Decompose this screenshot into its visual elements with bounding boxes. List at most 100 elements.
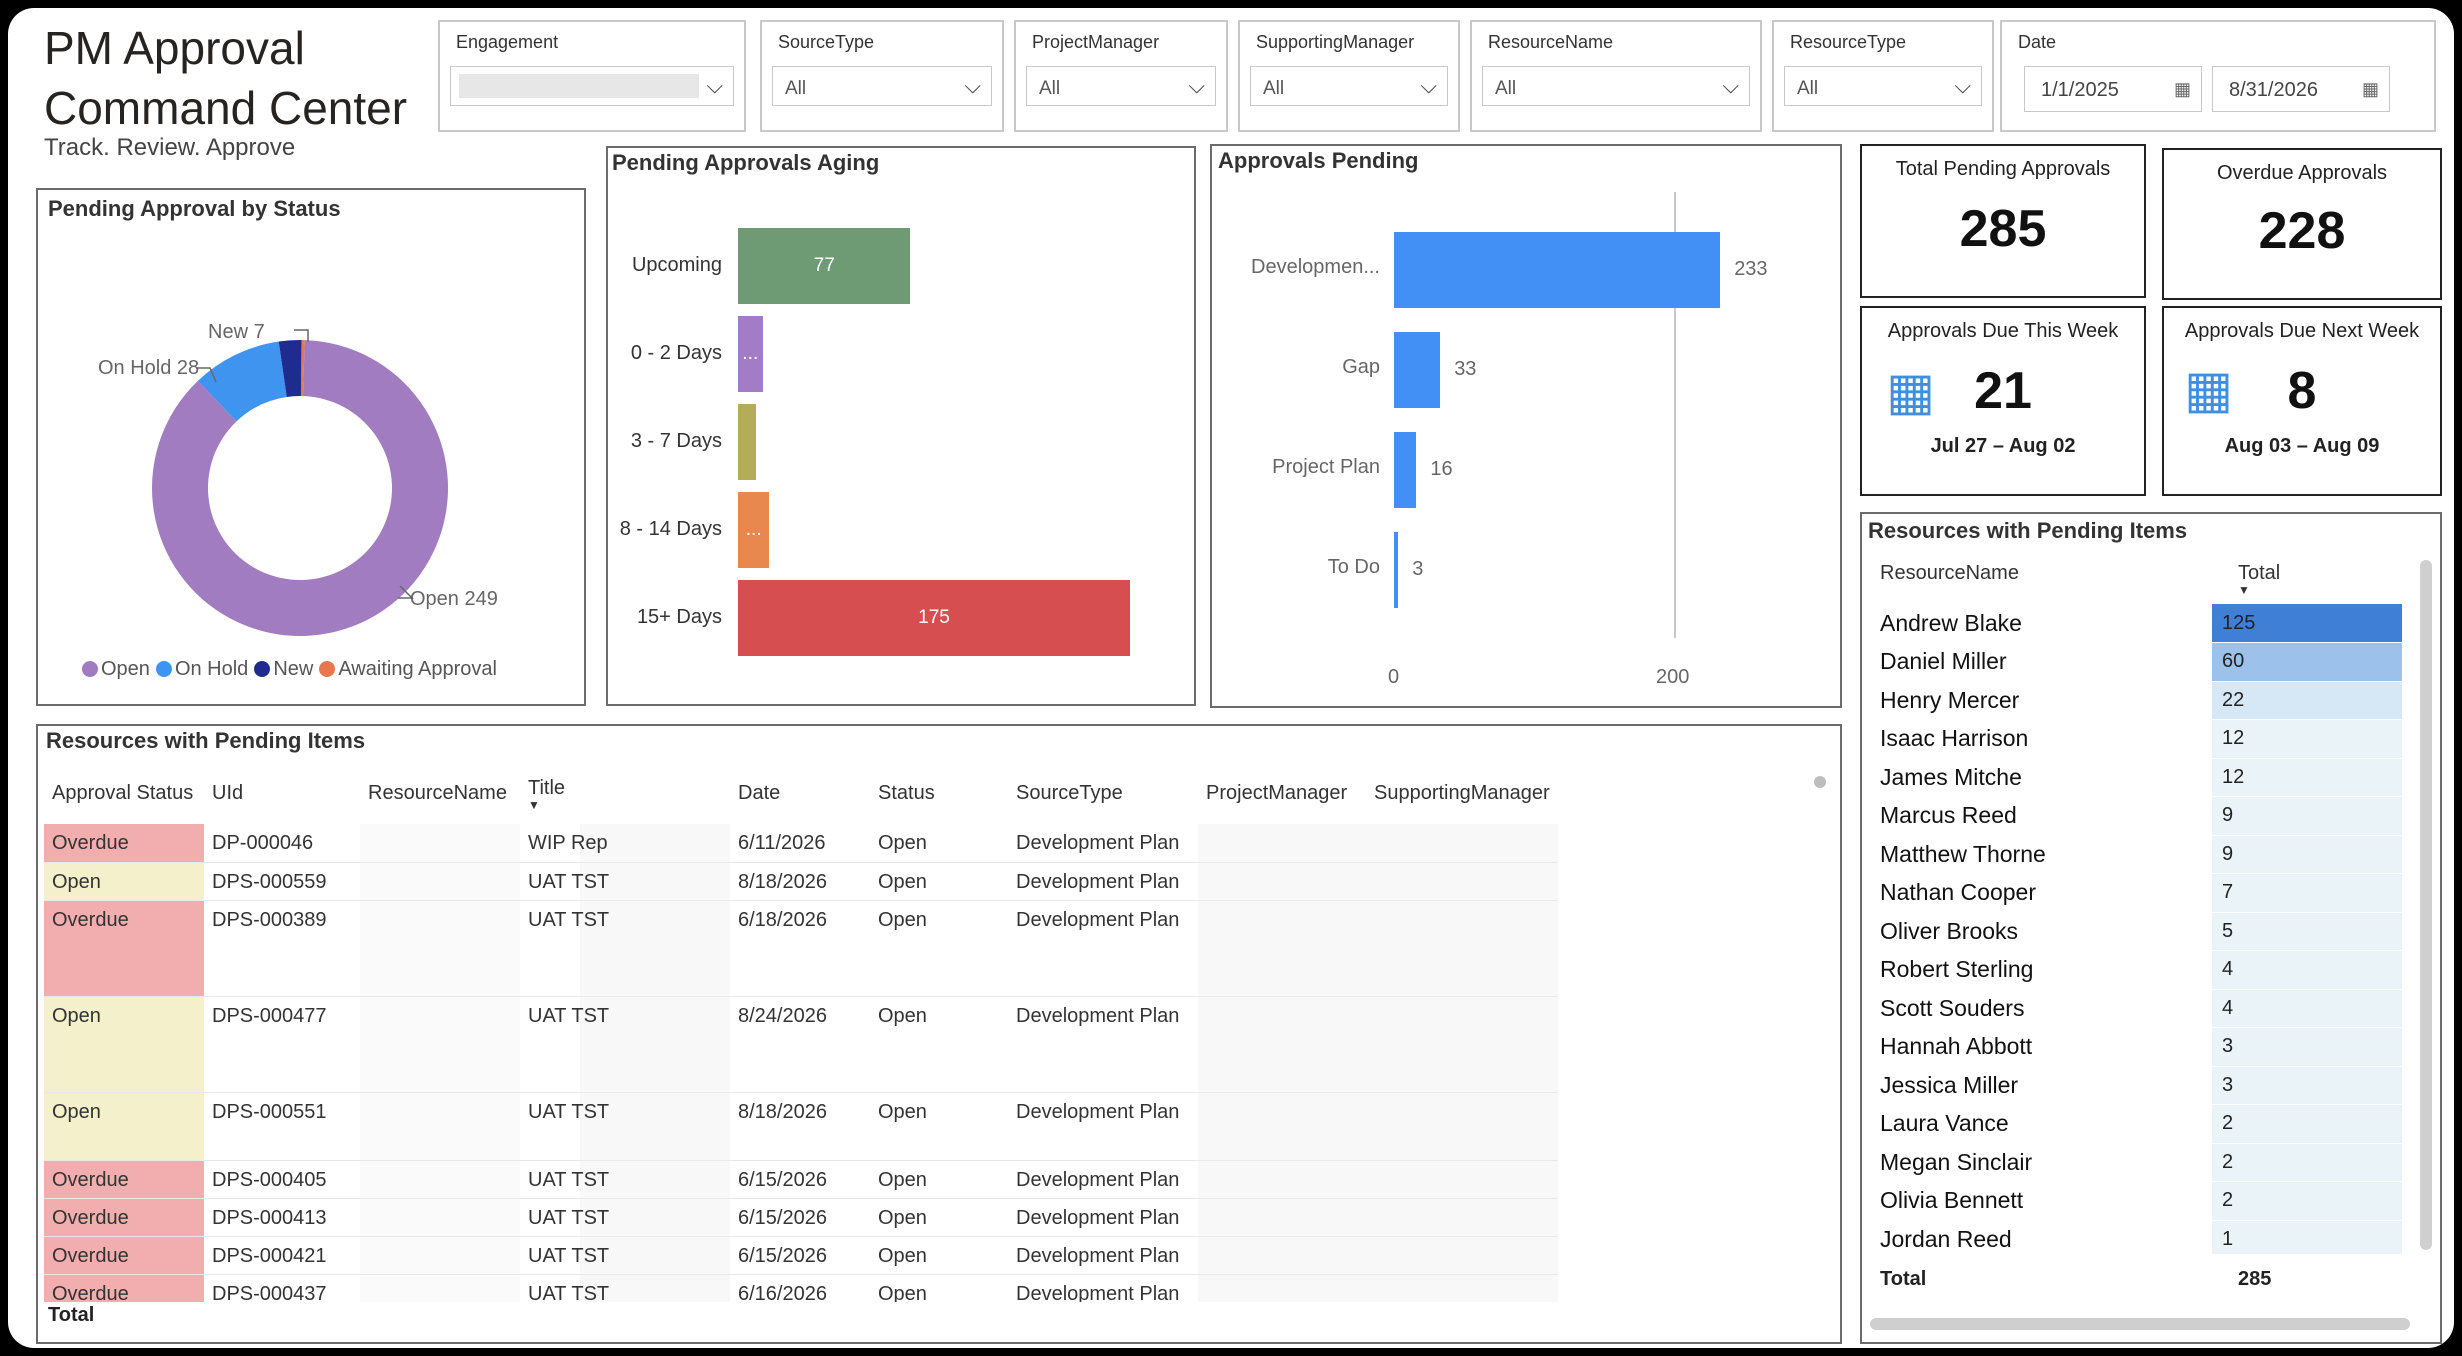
- col-header-resourcename[interactable]: ResourceName: [1880, 562, 2019, 584]
- col-header-total[interactable]: Total ▼: [2238, 562, 2280, 596]
- approvals-bar[interactable]: [1394, 432, 1417, 508]
- calendar-icon: ▦: [2184, 361, 2234, 419]
- table-row[interactable]: Overdue DP-000046 WIP Rep 6/11/2026 Open Deve…: [44, 824, 1558, 863]
- filter-dropdown[interactable]: All ⌵: [772, 66, 992, 106]
- legend-item-on-hold[interactable]: On Hold: [155, 658, 248, 680]
- table-row[interactable]: Isaac Harrison 12: [1862, 719, 2402, 759]
- gridline: [1674, 192, 1676, 638]
- table-row[interactable]: Daniel Miller 60: [1862, 642, 2402, 682]
- column-header[interactable]: Title ▼: [520, 762, 730, 824]
- table-row[interactable]: Marcus Reed 9: [1862, 796, 2402, 836]
- chevron-down-icon[interactable]: ⌵: [1722, 73, 1739, 98]
- resource-name-cell: Hannah Abbott: [1880, 1033, 2033, 1060]
- table-row[interactable]: Open DPS-000477 UAT TST 8/24/2026 Open Develo…: [44, 996, 1558, 1093]
- aging-bar[interactable]: 175: [738, 580, 1130, 656]
- column-header[interactable]: ProjectManager: [1198, 762, 1366, 824]
- table-row[interactable]: Scott Souders 4: [1862, 989, 2402, 1028]
- table-row[interactable]: James Mitche 12: [1862, 758, 2402, 797]
- aging-bar[interactable]: 77: [738, 228, 911, 304]
- table-row[interactable]: Overdue DPS-000405 UAT TST 6/15/2026 Open Dev…: [44, 1160, 1558, 1199]
- approvals-bar[interactable]: [1394, 532, 1399, 608]
- approvals-bar[interactable]: [1394, 232, 1721, 308]
- aging-bar[interactable]: [738, 404, 756, 480]
- table-row[interactable]: Robert Sterling 4: [1862, 950, 2402, 990]
- calendar-icon[interactable]: ▦: [2361, 79, 2379, 99]
- filter-value: [459, 74, 699, 98]
- table-row[interactable]: Hannah Abbott 3: [1862, 1027, 2402, 1067]
- category-label: Project Plan: [1272, 456, 1380, 478]
- donut-slice-open[interactable]: [152, 340, 448, 636]
- resource-name-cell: Scott Souders: [1880, 994, 2025, 1021]
- chevron-down-icon[interactable]: ⌵: [706, 73, 723, 98]
- supporting-manager-cell: [1366, 824, 1558, 863]
- overdue-card: Overdue Approvals 228: [2162, 148, 2442, 300]
- horizontal-scrollbar[interactable]: [1870, 1318, 2410, 1330]
- supporting-manager-cell: [1366, 1198, 1558, 1237]
- table-row[interactable]: Andrew Blake 125: [1862, 604, 2402, 643]
- uid-cell: DPS-000405: [204, 1160, 360, 1199]
- filter-dropdown[interactable]: All ⌵: [1250, 66, 1448, 106]
- chevron-down-icon[interactable]: ⌵: [1420, 73, 1437, 98]
- table-row[interactable]: Overdue DPS-000437 UAT TST 6/16/2026 Open Dev…: [44, 1274, 1558, 1302]
- chevron-down-icon[interactable]: ⌵: [1188, 73, 1205, 98]
- calendar-icon[interactable]: ▦: [2173, 79, 2191, 99]
- aging-bar[interactable]: ...: [738, 316, 763, 392]
- donut-slice-on-hold[interactable]: [197, 341, 287, 422]
- legend-item-open[interactable]: Open: [82, 658, 150, 680]
- status-cell: Open: [870, 1160, 1008, 1199]
- column-header[interactable]: Status: [870, 762, 1008, 824]
- table-row[interactable]: Open DPS-000559 UAT TST 8/18/2026 Open Develo…: [44, 862, 1558, 901]
- table-row[interactable]: Jordan Reed 1: [1862, 1220, 2402, 1254]
- filter-resourcetype: ResourceType All ⌵: [1772, 20, 1994, 132]
- uid-cell: DPS-000389: [204, 900, 360, 997]
- chevron-down-icon[interactable]: ⌵: [964, 73, 981, 98]
- table-row[interactable]: Laura Vance 2: [1862, 1104, 2402, 1144]
- column-header[interactable]: Approval Status: [44, 762, 204, 824]
- filter-dropdown[interactable]: All ⌵: [1482, 66, 1750, 106]
- total-value: 285: [2238, 1268, 2272, 1290]
- start-date-input[interactable]: 1/1/2025 ▦: [2024, 66, 2202, 112]
- end-date-input[interactable]: 8/31/2026 ▦: [2212, 66, 2390, 112]
- filter-dropdown[interactable]: All ⌵: [1784, 66, 1982, 106]
- table-row[interactable]: Open DPS-000551 UAT TST 8/18/2026 Open Develo…: [44, 1092, 1558, 1161]
- column-header[interactable]: UId: [204, 762, 360, 824]
- legend-label: Open: [101, 658, 150, 680]
- column-header[interactable]: SourceType: [1008, 762, 1198, 824]
- source-type-cell: Development Plan: [1008, 1198, 1198, 1237]
- column-header[interactable]: ResourceName: [360, 762, 520, 824]
- resource-name-cell: [360, 1274, 520, 1302]
- table-header-row: Approval Status UId ResourceName Title ▼ Date…: [44, 762, 1558, 824]
- legend-item-new[interactable]: New: [254, 658, 313, 680]
- legend-item-awaiting-approval[interactable]: Awaiting Approval: [319, 658, 497, 680]
- filter-dropdown[interactable]: ⌵: [450, 66, 734, 106]
- title-cell: UAT TST: [520, 862, 730, 901]
- vertical-scrollbar[interactable]: [2420, 560, 2432, 1250]
- donut-slice-awaiting-approval[interactable]: [300, 340, 305, 397]
- donut-slice-new[interactable]: [278, 340, 302, 397]
- table-row[interactable]: Oliver Brooks 5: [1862, 912, 2402, 951]
- source-type-cell: Development Plan: [1008, 996, 1198, 1093]
- project-manager-cell: [1198, 900, 1366, 997]
- table-row[interactable]: Overdue DPS-000389 UAT TST 6/18/2026 Open Dev…: [44, 900, 1558, 997]
- title-cell: UAT TST: [520, 1160, 730, 1199]
- column-header[interactable]: SupportingManager: [1366, 762, 1558, 824]
- approvals-bar[interactable]: [1394, 332, 1441, 408]
- title-cell: WIP Rep: [520, 824, 730, 863]
- chevron-down-icon[interactable]: ⌵: [1954, 73, 1971, 98]
- table-row[interactable]: Jessica Miller 3: [1862, 1066, 2402, 1105]
- table-row[interactable]: Overdue DPS-000413 UAT TST 6/15/2026 Open Dev…: [44, 1198, 1558, 1237]
- table-row[interactable]: Megan Sinclair 2: [1862, 1143, 2402, 1182]
- bar-value-label: 233: [1734, 258, 1768, 280]
- aging-bar[interactable]: ...: [738, 492, 770, 568]
- donut-leader-line: [294, 329, 309, 342]
- table-row[interactable]: Overdue DPS-000421 UAT TST 6/15/2026 Open Dev…: [44, 1236, 1558, 1275]
- table-row[interactable]: Olivia Bennett 2: [1862, 1181, 2402, 1221]
- category-label: Gap: [1342, 356, 1380, 378]
- filter-dropdown[interactable]: All ⌵: [1026, 66, 1216, 106]
- scroll-indicator[interactable]: [1814, 776, 1826, 788]
- column-header[interactable]: Date: [730, 762, 870, 824]
- resource-name-cell: Nathan Cooper: [1880, 879, 2036, 906]
- table-row[interactable]: Nathan Cooper 7: [1862, 873, 2402, 913]
- table-row[interactable]: Henry Mercer 22: [1862, 681, 2402, 720]
- table-row[interactable]: Matthew Thorne 9: [1862, 835, 2402, 874]
